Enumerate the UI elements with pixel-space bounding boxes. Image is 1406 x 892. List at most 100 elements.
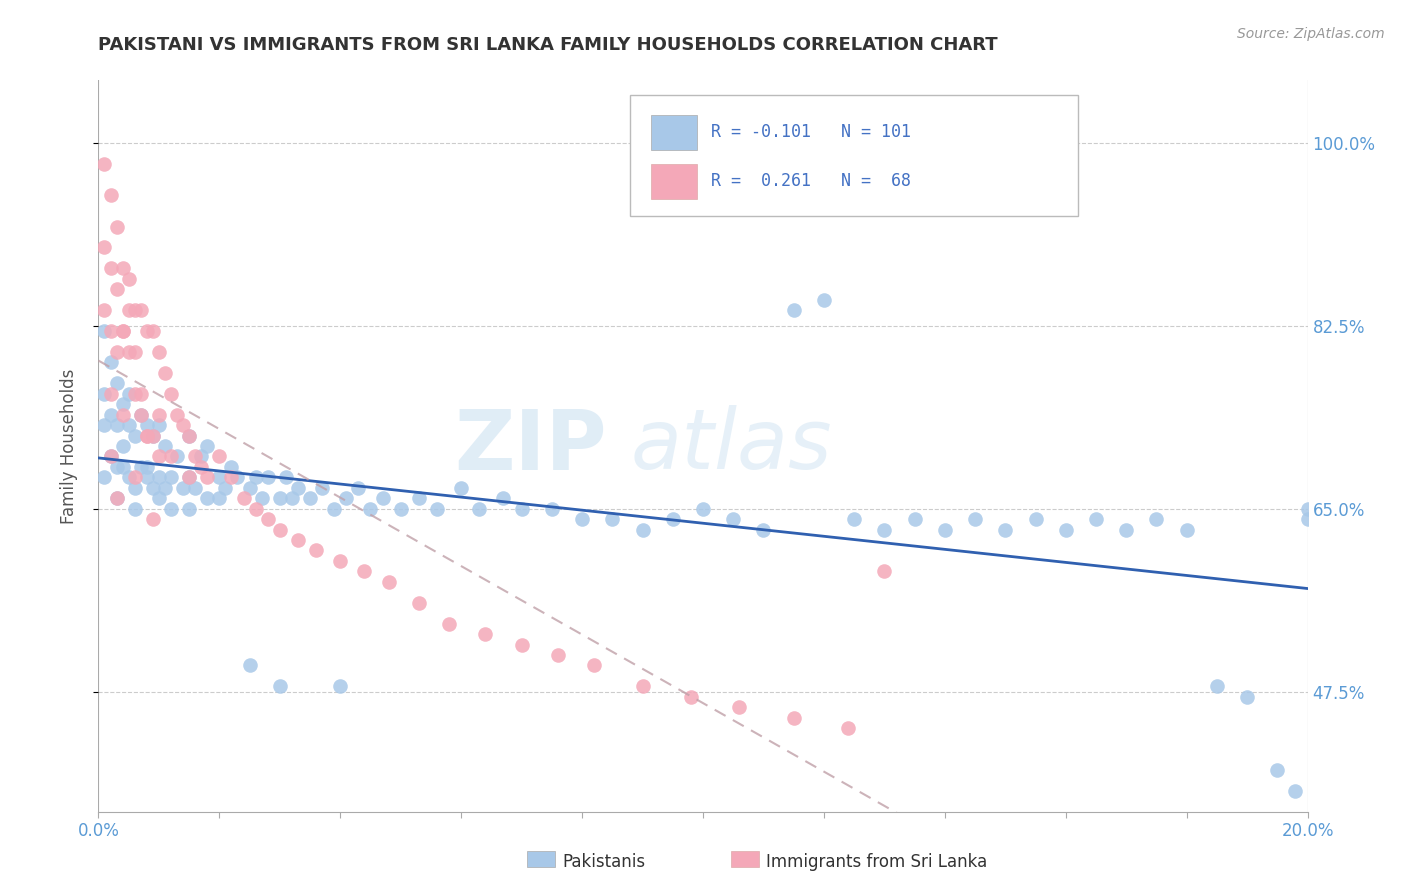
Point [256,470,278,484]
Point [148,345,170,359]
Text: R =  0.261   N =  68: R = 0.261 N = 68 [711,172,911,190]
Point [287,481,309,495]
Point [111,408,134,422]
Point [142,481,165,495]
Point [160,470,183,484]
Point [450,481,472,495]
Point [160,386,183,401]
Point [1054,523,1077,537]
Point [135,459,157,474]
Point [468,501,491,516]
Point [408,596,430,610]
Point [250,491,273,506]
Point [105,282,128,296]
Point [153,439,176,453]
Point [118,303,141,318]
Point [783,303,806,318]
Point [111,459,134,474]
Point [934,523,956,537]
Point [135,428,157,442]
Point [148,470,170,484]
Point [172,418,194,433]
Point [184,450,207,464]
Point [111,324,134,338]
Point [124,428,146,442]
Point [129,408,152,422]
Point [179,428,201,442]
Point [323,501,346,516]
Point [129,408,152,422]
Point [299,491,322,506]
Point [408,491,430,506]
Point [105,459,128,474]
Point [166,450,188,464]
Point [583,658,606,673]
Point [274,470,297,484]
Point [100,386,122,401]
Point [256,512,278,526]
Point [311,481,333,495]
Point [965,512,987,526]
Point [474,627,496,641]
Point [184,481,207,495]
Point [602,512,624,526]
Point [105,491,128,506]
Point [195,470,218,484]
Point [547,648,569,662]
Point [844,512,866,526]
Point [752,523,775,537]
Point [221,459,243,474]
Point [124,303,146,318]
Point [1115,523,1137,537]
Point [510,501,533,516]
Point [179,470,201,484]
Point [1284,784,1306,798]
Point [1296,512,1319,526]
Point [510,638,533,652]
Y-axis label: Family Households: Family Households [59,368,77,524]
Point [837,721,859,735]
Point [492,491,515,506]
Point [111,324,134,338]
Point [93,303,115,318]
Point [124,481,146,495]
Point [631,523,654,537]
Point [195,491,218,506]
Point [1206,679,1229,693]
Point [1296,501,1319,516]
Point [118,272,141,286]
Point [148,450,170,464]
Point [105,418,128,433]
Point [93,240,115,254]
Point [100,408,122,422]
Point [153,366,176,380]
Point [377,574,399,589]
Point [93,324,115,338]
Text: atlas: atlas [630,406,832,486]
Point [105,376,128,391]
Point [105,491,128,506]
Point [232,491,254,506]
Point [100,355,122,369]
Point [239,658,262,673]
Point [1085,512,1108,526]
Point [148,408,170,422]
Point [148,491,170,506]
Point [245,501,267,516]
Point [692,501,714,516]
Point [728,700,751,714]
Point [360,501,382,516]
Point [329,679,352,693]
Point [100,450,122,464]
Point [426,501,449,516]
Point [118,345,141,359]
Text: R = -0.101   N = 101: R = -0.101 N = 101 [711,123,911,141]
Point [269,491,291,506]
Point [172,481,194,495]
Point [723,512,745,526]
Point [93,157,115,171]
Point [208,450,231,464]
Point [208,470,231,484]
Point [371,491,394,506]
Point [142,428,165,442]
